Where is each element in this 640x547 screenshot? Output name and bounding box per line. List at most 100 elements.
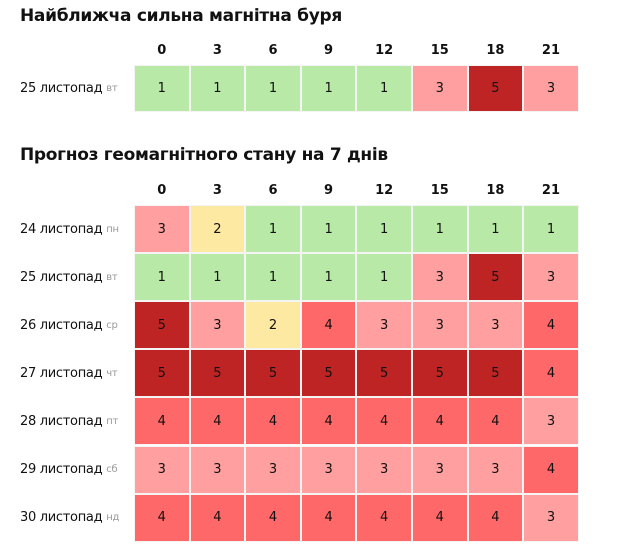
date-text: 30 листопад bbox=[20, 510, 103, 526]
table-row: 24 листопад пн 3 2 1 1 1 1 1 1 bbox=[0, 205, 640, 254]
table-row: 25 листопад вт 1 1 1 1 1 3 5 3 bbox=[0, 65, 640, 112]
kp-index-cell: 4 bbox=[356, 493, 412, 542]
kp-index-cell: 1 bbox=[189, 253, 246, 302]
kp-index-cell: 5 bbox=[467, 65, 524, 112]
kp-index-cell: 5 bbox=[356, 349, 412, 398]
date-text: 25 листопад bbox=[20, 269, 103, 285]
kp-index-cell: 3 bbox=[356, 445, 412, 494]
hour-header: 9 bbox=[324, 183, 334, 198]
row-date-label: 25 листопад вт bbox=[0, 253, 134, 301]
hour-header: 15 bbox=[430, 183, 449, 198]
table-row: 27 листопад чт 5 5 5 5 5 5 5 4 bbox=[0, 349, 640, 398]
date-text: 26 листопад bbox=[20, 317, 103, 333]
kp-index-cell: 2 bbox=[245, 301, 301, 350]
kp-index-cell: 5 bbox=[467, 349, 524, 398]
kp-index-cell: 5 bbox=[134, 301, 190, 350]
table-row: 29 листопад сб 3 3 3 3 3 3 3 4 bbox=[0, 445, 640, 494]
kp-index-cell: 3 bbox=[356, 301, 412, 350]
kp-index-cell: 3 bbox=[300, 445, 357, 494]
kp-index-cell: 5 bbox=[411, 349, 468, 398]
date-text: 28 листопад bbox=[20, 413, 103, 429]
kp-index-cell: 3 bbox=[523, 397, 579, 446]
day-of-week: пн bbox=[106, 223, 119, 235]
hour-header: 12 bbox=[375, 183, 394, 198]
kp-index-cell: 5 bbox=[245, 349, 301, 398]
kp-index-cell: 4 bbox=[411, 493, 468, 542]
kp-index-cell: 4 bbox=[134, 493, 190, 542]
row-date-label: 29 листопад сб bbox=[0, 446, 134, 494]
hour-header: 21 bbox=[541, 43, 560, 58]
row-date-label: 30 листопад нд bbox=[0, 494, 134, 542]
kp-index-cell: 1 bbox=[411, 205, 468, 254]
kp-index-cell: 5 bbox=[300, 349, 357, 398]
kp-index-cell: 3 bbox=[189, 445, 246, 494]
hour-header: 0 bbox=[157, 43, 167, 58]
hour-header-row: 0 3 6 9 12 15 18 21 bbox=[134, 41, 579, 61]
day-of-week: пт bbox=[106, 415, 119, 427]
kp-index-cell: 4 bbox=[356, 397, 412, 446]
date-text: 25 листопад bbox=[20, 81, 103, 96]
day-of-week: сб bbox=[106, 464, 118, 476]
kp-index-cell: 3 bbox=[467, 301, 524, 350]
kp-index-cell: 1 bbox=[134, 65, 190, 112]
kp-index-cell: 1 bbox=[245, 205, 301, 254]
hour-header: 3 bbox=[212, 183, 222, 198]
table-row: 26 листопад ср 5 3 2 4 3 3 3 4 bbox=[0, 301, 640, 350]
table-row: 25 листопад вт 1 1 1 1 1 3 5 3 bbox=[0, 253, 640, 302]
hour-header: 0 bbox=[157, 183, 167, 198]
kp-index-cell: 4 bbox=[189, 397, 246, 446]
kp-index-cell: 4 bbox=[245, 397, 301, 446]
table-row: 30 листопад нд 4 4 4 4 4 4 4 3 bbox=[0, 493, 640, 542]
kp-index-cell: 1 bbox=[356, 65, 412, 112]
kp-index-cell: 1 bbox=[356, 205, 412, 254]
date-text: 24 листопад bbox=[20, 221, 103, 237]
kp-index-cell: 1 bbox=[467, 205, 524, 254]
kp-index-cell: 3 bbox=[411, 65, 468, 112]
kp-index-cell: 1 bbox=[189, 65, 246, 112]
kp-index-cell: 1 bbox=[300, 205, 357, 254]
day-of-week: вт bbox=[106, 271, 118, 283]
kp-index-cell: 3 bbox=[523, 65, 579, 112]
hour-header: 6 bbox=[268, 183, 278, 198]
hour-header: 18 bbox=[486, 183, 505, 198]
kp-index-cell: 4 bbox=[467, 493, 524, 542]
row-date-label: 27 листопад чт bbox=[0, 349, 134, 397]
kp-index-cell: 3 bbox=[134, 205, 190, 254]
kp-index-cell: 4 bbox=[523, 445, 579, 494]
kp-index-cell: 3 bbox=[411, 253, 468, 302]
hour-header: 21 bbox=[541, 183, 560, 198]
row-date-label: 25 листопад вт bbox=[0, 65, 134, 112]
hour-header: 9 bbox=[324, 43, 334, 58]
kp-index-cell: 3 bbox=[411, 301, 468, 350]
kp-index-cell: 1 bbox=[300, 253, 357, 302]
kp-index-cell: 3 bbox=[411, 445, 468, 494]
hour-header-row: 0 3 6 9 12 15 18 21 bbox=[134, 181, 579, 201]
kp-index-cell: 2 bbox=[189, 205, 246, 254]
kp-index-cell: 4 bbox=[134, 397, 190, 446]
forecast-title: Прогноз геомагнітного стану на 7 днів bbox=[20, 145, 388, 165]
kp-index-cell: 1 bbox=[523, 205, 579, 254]
day-of-week: чт bbox=[106, 367, 118, 379]
row-date-label: 24 листопад пн bbox=[0, 205, 134, 253]
kp-index-cell: 3 bbox=[245, 445, 301, 494]
kp-index-cell: 4 bbox=[300, 301, 357, 350]
kp-index-cell: 5 bbox=[189, 349, 246, 398]
kp-index-cell: 1 bbox=[245, 65, 301, 112]
row-date-label: 26 листопад ср bbox=[0, 301, 134, 349]
nearest-storm-title: Найближча сильна магнітна буря bbox=[20, 6, 342, 26]
hour-header: 12 bbox=[375, 43, 394, 58]
kp-index-cell: 1 bbox=[134, 253, 190, 302]
hour-header: 6 bbox=[268, 43, 278, 58]
hour-header: 3 bbox=[212, 43, 222, 58]
hour-header: 15 bbox=[430, 43, 449, 58]
kp-index-cell: 4 bbox=[300, 493, 357, 542]
kp-index-cell: 4 bbox=[245, 493, 301, 542]
kp-index-cell: 1 bbox=[245, 253, 301, 302]
kp-index-cell: 3 bbox=[523, 493, 579, 542]
kp-index-cell: 4 bbox=[523, 349, 579, 398]
day-of-week: ср bbox=[106, 319, 118, 331]
kp-index-cell: 4 bbox=[300, 397, 357, 446]
kp-index-cell: 3 bbox=[189, 301, 246, 350]
kp-index-cell: 4 bbox=[411, 397, 468, 446]
kp-index-cell: 3 bbox=[134, 445, 190, 494]
